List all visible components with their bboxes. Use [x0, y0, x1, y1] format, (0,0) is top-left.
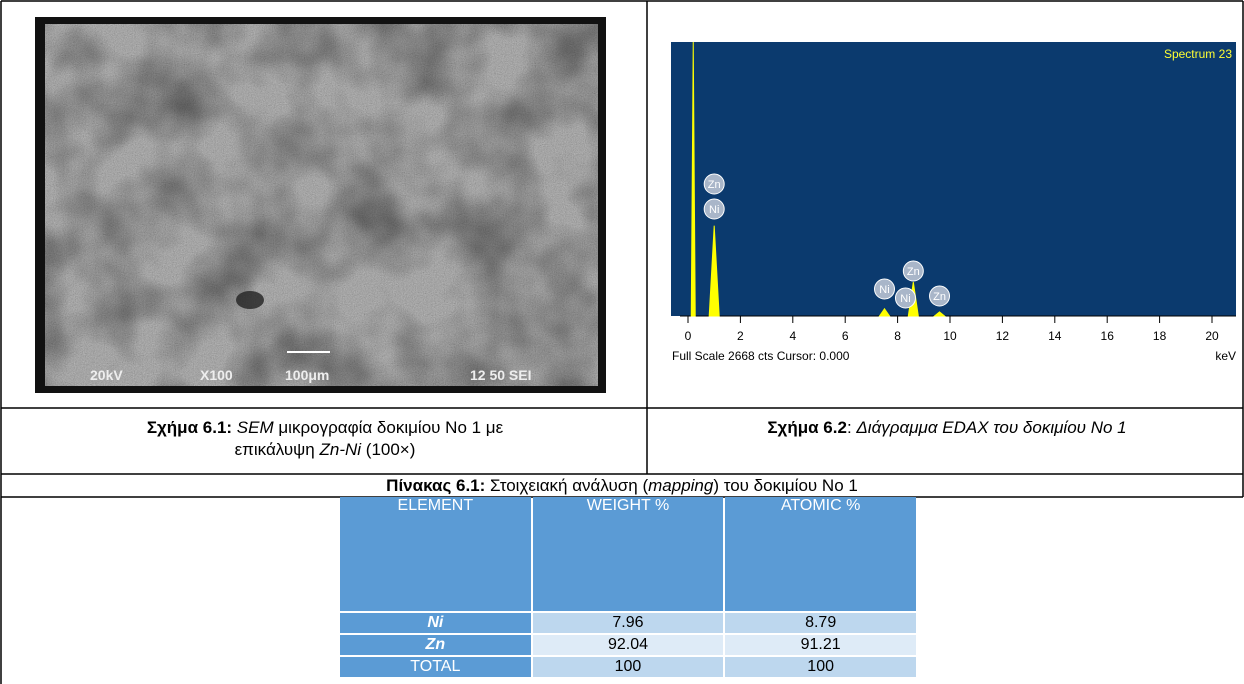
table-cell: 100	[533, 657, 724, 677]
caption-text: επικάλυψη	[235, 440, 315, 459]
unit: keV	[1215, 349, 1236, 363]
image-label: 12 50 SEI	[470, 367, 532, 383]
header-cell: ELEMENT	[340, 497, 531, 611]
caption-text: (100×)	[366, 440, 416, 459]
caption-text: Διάγραμμα EDAX του δοκιμίου Νο 1	[856, 418, 1126, 437]
caption-label: Σχήμα 6.1:	[147, 418, 232, 437]
image-label: X100	[200, 367, 233, 383]
caption-text: Zn-Ni	[319, 440, 361, 459]
x-tick-label: 14	[1048, 329, 1062, 343]
peak-label: Ni	[879, 284, 889, 296]
page: Spectrum 23 0 2 4 6 8 10 12 14 16 18 20 Full Scale 2…	[0, 0, 1244, 684]
x-tick-label: 6	[842, 329, 849, 343]
caption-text: :	[847, 418, 856, 437]
x-tick-label: 20	[1205, 329, 1219, 343]
table-cell: 100	[725, 657, 916, 677]
table-cell: 7.96	[533, 613, 724, 633]
row-header: TOTAL	[340, 657, 531, 677]
peak-label: Zn	[708, 179, 721, 191]
edax-spectrum: Spectrum 23 0 2 4 6 8 10 12 14 16 18 20 Full Scale 2…	[671, 42, 1236, 363]
x-tick-label: 8	[894, 329, 901, 343]
peak-label: Ni	[709, 204, 719, 216]
caption-text: mapping	[648, 476, 713, 495]
peak-label: Zn	[933, 291, 946, 303]
caption-text: Στοιχειακή ανάλυση (	[490, 476, 648, 495]
x-tick-label: 18	[1153, 329, 1167, 343]
caption-text: μικρογραφία δοκιμίου Νο 1 με	[278, 418, 503, 437]
footer: Full Scale 2668 cts Cursor: 0.000	[672, 349, 850, 363]
header-cell: WEIGHT %	[533, 497, 724, 611]
table-cell: 92.04	[533, 635, 724, 655]
x-tick-label: 12	[996, 329, 1010, 343]
x-tick-label: 10	[943, 329, 957, 343]
peak-label: Ni	[900, 293, 910, 305]
x-tick-label: 16	[1101, 329, 1115, 343]
spectrum-title: Spectrum 23	[1164, 47, 1232, 61]
header-cell: ATOMIC %	[725, 497, 916, 611]
row-header: Ni	[340, 613, 531, 633]
caption-text: ) του δοκιμίου Νο 1	[713, 476, 857, 495]
table-cell: 8.79	[725, 613, 916, 633]
x-tick-label: 4	[789, 329, 796, 343]
table-cell: 91.21	[725, 635, 916, 655]
caption-right: Σχήμα 6.2: Διάγραμμα EDAX του δοκιμίου Ν…	[650, 417, 1244, 439]
x-tick-label: 2	[737, 329, 744, 343]
image-label: 100μm	[285, 367, 329, 383]
caption-left: Σχήμα 6.1: SEM μικρογραφία δοκιμίου Νο 1…	[20, 417, 630, 461]
table-caption: Πίνακας 6.1: Στοιχειακή ανάλυση (mapping…	[0, 475, 1244, 497]
sem-image	[35, 17, 606, 393]
caption-label: Πίνακας 6.1:	[386, 476, 485, 495]
row-header: Zn	[340, 635, 531, 655]
caption-label: Σχήμα 6.2	[767, 418, 847, 437]
caption-text: SEM	[237, 418, 274, 437]
image-label: 20kV	[90, 367, 123, 383]
x-tick-label: 0	[685, 329, 692, 343]
peak-label: Zn	[907, 266, 920, 278]
